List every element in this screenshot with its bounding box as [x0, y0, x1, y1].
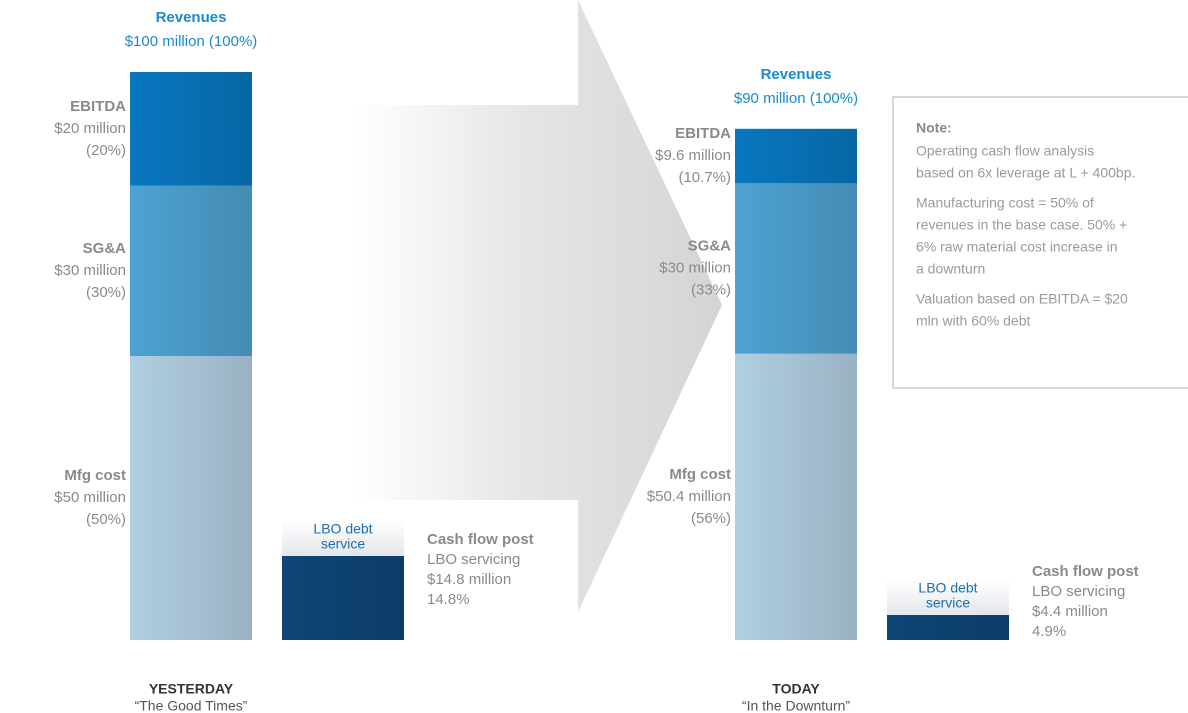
segment-value: $20 million — [54, 120, 126, 137]
segment-share: (10.7%) — [678, 169, 731, 186]
revenue-name: Revenues — [761, 66, 832, 83]
note-line: a downturn — [916, 261, 985, 277]
debt-service-label: service — [321, 536, 366, 552]
segment-value: $30 million — [54, 262, 126, 279]
transition-arrow — [355, 0, 722, 612]
segment-value: $50.4 million — [647, 488, 731, 505]
bar-shade — [130, 356, 252, 640]
note-line: Valuation based on EBITDA = $20 — [916, 291, 1128, 307]
bar-shade — [887, 615, 1009, 640]
debt-service-label: service — [926, 595, 971, 611]
segment-name: EBITDA — [70, 98, 126, 115]
panel-title: YESTERDAY — [149, 681, 234, 697]
bar-shade — [130, 72, 252, 186]
cash-flow-value: $14.8 million — [427, 571, 511, 588]
revenue-value: $90 million (100%) — [734, 90, 858, 107]
bar-shade — [130, 185, 252, 356]
segment-value: $50 million — [54, 489, 126, 506]
bar-shade — [735, 353, 857, 640]
note-line: 6% raw material cost increase in — [916, 239, 1118, 255]
note-line: mln with 60% debt — [916, 313, 1031, 329]
segment-value: $9.6 million — [655, 147, 731, 164]
debt-service-label: LBO debt — [313, 521, 372, 537]
note-title: Note: — [916, 120, 952, 136]
segment-share: (20%) — [86, 142, 126, 159]
note-box — [892, 96, 1188, 389]
bar-shade — [282, 555, 404, 640]
revenue-name: Revenues — [156, 9, 227, 26]
segment-name: EBITDA — [675, 125, 731, 142]
segment-share: (30%) — [86, 284, 126, 301]
segment-name: SG&A — [688, 237, 732, 254]
cash-flow-name: Cash flow post — [1032, 563, 1139, 580]
panel-title: TODAY — [772, 681, 820, 697]
segment-name: Mfg cost — [669, 466, 731, 483]
panel-subtitle: “In the Downturn” — [742, 698, 850, 713]
cash-flow-subname: LBO servicing — [427, 551, 520, 568]
bar-shade — [735, 128, 857, 184]
note-line: Operating cash flow analysis — [916, 143, 1094, 159]
segment-value: $30 million — [659, 259, 731, 276]
note-line: Manufacturing cost = 50% of — [916, 195, 1094, 211]
segment-name: Mfg cost — [64, 467, 126, 484]
bar-shade — [735, 183, 857, 354]
cash-flow-value: $4.4 million — [1032, 603, 1108, 620]
debt-service-box — [887, 579, 1009, 616]
note-line: revenues in the base case. 50% + — [916, 217, 1127, 233]
cash-flow-share: 14.8% — [427, 591, 470, 608]
note-line: based on 6x leverage at L + 400bp. — [916, 165, 1135, 181]
cash-flow-name: Cash flow post — [427, 531, 534, 548]
panel-subtitle: “The Good Times” — [135, 698, 248, 713]
cash-flow-share: 4.9% — [1032, 623, 1066, 640]
debt-service-label: LBO debt — [918, 580, 977, 596]
segment-share: (50%) — [86, 511, 126, 528]
debt-service-box — [282, 519, 404, 556]
cash-flow-subname: LBO servicing — [1032, 583, 1125, 600]
segment-name: SG&A — [83, 240, 127, 257]
revenue-value: $100 million (100%) — [125, 33, 258, 50]
segment-share: (56%) — [691, 510, 731, 527]
segment-share: (33%) — [691, 281, 731, 298]
